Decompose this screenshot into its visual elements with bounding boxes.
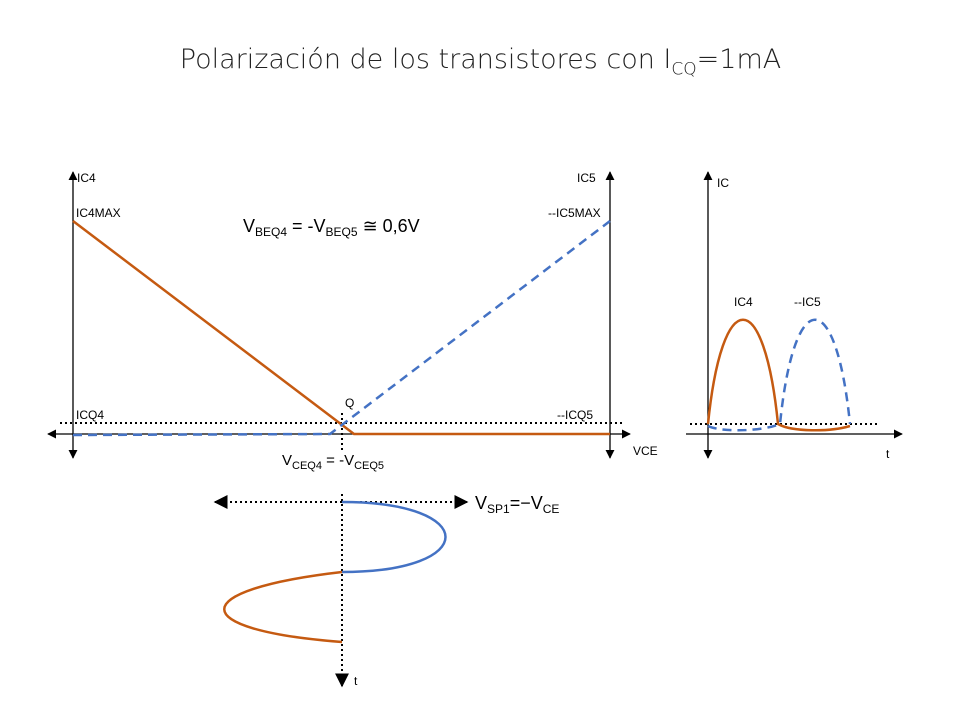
ic5-axis-label: IC5 xyxy=(577,171,596,185)
ic4-load-line xyxy=(72,220,610,436)
voltage-time-plot: VSP1=−VCE t xyxy=(213,493,559,688)
vce-positive-half xyxy=(341,500,447,574)
ic4-pulse-label: IC4 xyxy=(734,295,753,309)
ic5-pulse xyxy=(707,318,852,432)
vce-axis-label: VCE xyxy=(633,444,658,458)
load-line-plot: IC4 IC5 IC4MAX --IC5MAX ICQ4 --ICQ5 Q VC… xyxy=(47,171,658,472)
current-time-plot: IC IC4 --IC5 t xyxy=(686,171,903,461)
icq5-label: --ICQ5 xyxy=(557,408,593,422)
vbe-equation: VBEQ4 = -VBEQ5 ≅ 0,6V xyxy=(243,216,420,239)
ic4-pulse xyxy=(706,318,851,432)
vce-equation: VCEQ4 = -VCEQ5 xyxy=(282,452,384,472)
ic5-load-line xyxy=(72,220,611,437)
ic-axis-label: IC xyxy=(717,176,729,190)
ic5-pulse-label: --IC5 xyxy=(794,295,821,309)
vce-negative-half xyxy=(223,570,343,644)
time-axis-label: t xyxy=(354,674,358,688)
ic5max-label: --IC5MAX xyxy=(548,206,601,220)
ic4-axis-label: IC4 xyxy=(77,171,96,185)
vsp-equation: VSP1=−VCE xyxy=(475,493,559,516)
t-axis-label: t xyxy=(886,447,890,461)
page-title: Polarización de los transistores con ICQ… xyxy=(179,44,782,80)
q-point-label: Q xyxy=(345,396,354,410)
ic4max-label: IC4MAX xyxy=(76,206,121,220)
icq4-label: ICQ4 xyxy=(76,408,104,422)
